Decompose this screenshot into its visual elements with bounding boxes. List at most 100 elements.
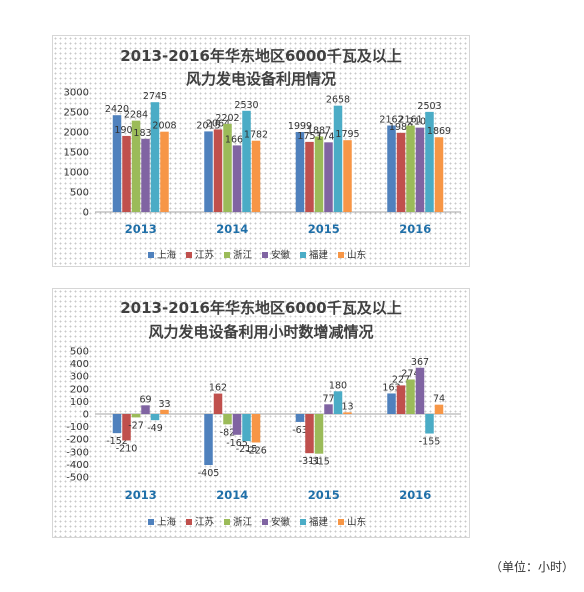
bar-浙江-2016 — [406, 379, 415, 414]
bar-浙江-2013 — [131, 414, 141, 418]
bar-上海-2014 — [204, 131, 213, 212]
legend-swatch-江苏 — [186, 519, 192, 525]
data-label: 2015 — [196, 120, 220, 131]
x-category-label: 2013 — [125, 222, 157, 236]
y-tick-label: 300 — [70, 372, 89, 383]
bar-福建-2015 — [333, 105, 343, 212]
legend-label: 浙江 — [233, 249, 253, 261]
data-label: 1830 — [133, 128, 157, 139]
bar-安徽-2013 — [141, 138, 150, 212]
bar-江苏-2016 — [396, 385, 406, 414]
bar-福建-2014 — [242, 110, 251, 212]
data-label: 33 — [158, 399, 170, 410]
data-label: 163 — [382, 382, 400, 393]
y-tick-label: 0 — [83, 208, 89, 219]
y-tick-label: 400 — [70, 359, 89, 370]
data-label: 1795 — [335, 129, 359, 140]
legend-swatch-山东 — [338, 519, 344, 525]
bar-安徽-2015 — [324, 142, 333, 212]
bar-浙江-2014 — [223, 414, 232, 425]
bar-江苏-2014 — [213, 393, 223, 414]
y-tick-label: 3000 — [64, 88, 89, 99]
bar-安徽-2013 — [141, 405, 150, 414]
data-label: 13 — [341, 401, 353, 412]
chart-panel-utilization: 2013-2016年华东地区6000千瓦及以上 风力发电设备利用情况 0 500 1… — [52, 35, 470, 267]
bar-江苏-2015 — [305, 414, 314, 454]
data-label: 1999 — [288, 121, 312, 132]
legend-label: 上海 — [157, 249, 177, 261]
legend-swatch-上海 — [148, 252, 154, 258]
legend-label: 安徽 — [271, 249, 291, 261]
bar-上海-2014 — [204, 414, 213, 466]
x-category-label: 2014 — [216, 222, 248, 236]
data-label: -215 — [236, 444, 258, 455]
bar-山东-2014 — [251, 414, 261, 443]
chart-title-line-1: 2013-2016年华东地区6000千瓦及以上 — [120, 299, 402, 317]
data-label: 2658 — [326, 95, 350, 106]
bar-安徽-2014 — [232, 145, 242, 212]
bar-上海-2015 — [295, 132, 305, 212]
bar-福建-2013 — [150, 414, 160, 421]
legend-label: 浙江 — [233, 516, 253, 528]
x-category-label: 2013 — [125, 488, 157, 502]
bar-上海-2013 — [112, 414, 122, 434]
data-label: 2202 — [215, 113, 239, 124]
y-tick-label: 500 — [70, 347, 89, 358]
bar-山东-2016 — [434, 404, 444, 414]
data-label: 274 — [401, 368, 419, 379]
chart-plot-utilization: 0 500 1000 1500 2000 2500 3000 2420 1902 2284 1830… — [64, 88, 461, 261]
data-label: 2109 — [408, 117, 432, 128]
data-label: 1753 — [297, 131, 321, 142]
data-label: -405 — [198, 468, 220, 479]
y-tick-label: 500 — [70, 188, 89, 199]
data-label: -152 — [106, 436, 128, 447]
y-tick-label: 1500 — [64, 148, 89, 159]
y-tick-label: -300 — [66, 447, 89, 458]
x-category-label: 2015 — [308, 488, 340, 502]
legend-swatch-山东 — [338, 252, 344, 258]
bar-安徽-2015 — [324, 404, 333, 414]
data-label: 2530 — [234, 100, 258, 111]
legend-swatch-福建 — [300, 519, 306, 525]
chart-title-line-2: 风力发电设备利用情况 — [185, 70, 336, 88]
bar-上海-2013 — [112, 115, 122, 212]
data-label: 2503 — [417, 101, 441, 112]
data-label: -311 — [299, 456, 321, 467]
legend-swatch-浙江 — [224, 519, 230, 525]
unit-note: （单位：小时） — [489, 560, 574, 574]
bar-山东-2015 — [343, 412, 352, 414]
bar-安徽-2016 — [415, 127, 425, 212]
bar-浙江-2014 — [223, 123, 232, 212]
data-label: 2420 — [105, 104, 129, 115]
chart-title-line-2: 风力发电设备利用小时数增减情况 — [148, 323, 374, 341]
bar-山东-2016 — [434, 137, 444, 212]
y-tick-label: 2000 — [64, 128, 89, 139]
data-label: 1742 — [316, 131, 340, 142]
data-label: 1665 — [225, 134, 249, 145]
x-category-label: 2016 — [399, 222, 431, 236]
y-tick-label: -500 — [66, 473, 89, 484]
bar-安徽-2014 — [232, 414, 242, 435]
legend-swatch-安徽 — [262, 519, 268, 525]
bar-浙江-2016 — [406, 125, 415, 212]
legend-swatch-福建 — [300, 252, 306, 258]
data-label: 162 — [209, 383, 227, 394]
y-tick-label: 100 — [70, 397, 89, 408]
legend-label: 安徽 — [271, 516, 291, 528]
y-tick-label: 200 — [70, 384, 89, 395]
legend-label: 山东 — [347, 249, 366, 261]
y-tick-label: 0 — [83, 410, 89, 421]
legend-label: 福建 — [309, 249, 329, 261]
data-label: -165 — [226, 438, 248, 449]
data-label: 1869 — [427, 126, 451, 137]
bar-安徽-2016 — [415, 367, 425, 414]
data-label: 180 — [329, 380, 347, 391]
bar-福建-2014 — [242, 414, 251, 442]
bar-山东-2015 — [343, 140, 352, 212]
data-label: 1980 — [389, 122, 413, 133]
data-label: -315 — [308, 457, 330, 468]
data-label: -155 — [419, 437, 441, 448]
y-tick-label: 2500 — [64, 108, 89, 119]
data-label: 2161 — [398, 115, 422, 126]
